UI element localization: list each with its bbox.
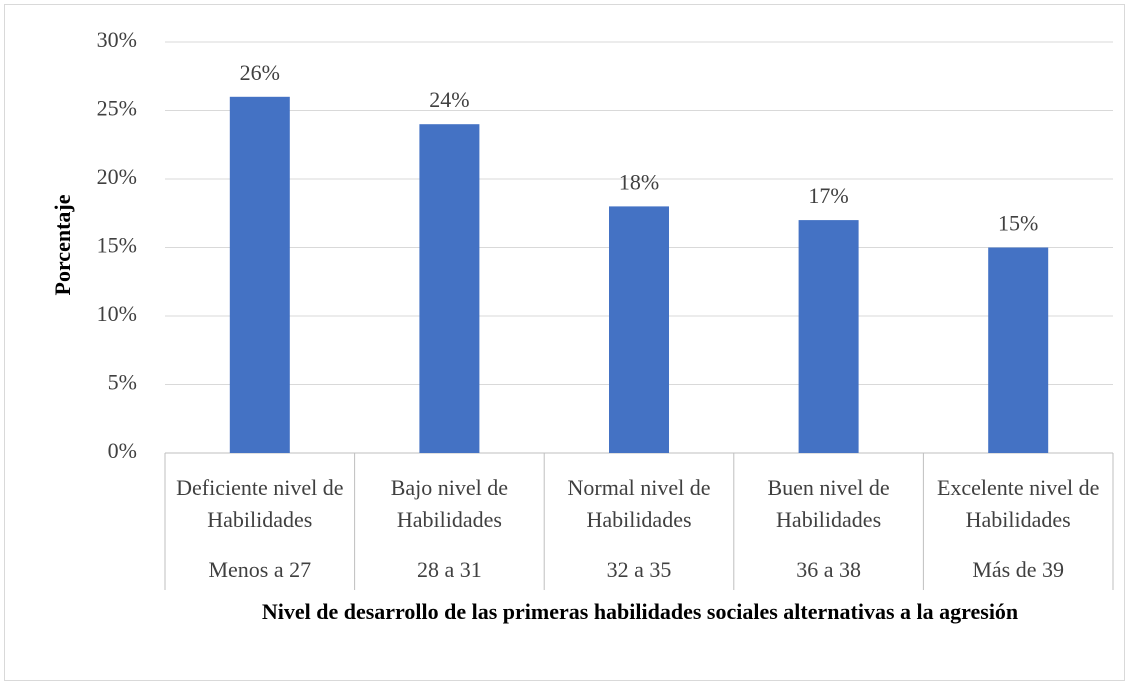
bar — [609, 206, 669, 453]
x-sub-tick-label: 32 a 35 — [606, 557, 672, 582]
bar — [229, 96, 290, 454]
y-tick-label: 10% — [97, 301, 137, 326]
x-sub-tick-label: Más de 39 — [972, 557, 1065, 582]
x-tick-label: Deficiente nivel de Habilidades — [176, 475, 344, 532]
x-axis-title: Nivel de desarrollo de las primeras habi… — [261, 599, 1019, 624]
bar — [419, 124, 480, 453]
y-tick-label: 0% — [108, 438, 137, 463]
data-label: 15% — [998, 211, 1038, 236]
x-tick-label: Buen nivel de Habilidades — [767, 475, 890, 532]
x-tick-label: Excelente nivel de Habilidades — [936, 475, 1100, 532]
y-tick-label: 5% — [108, 370, 137, 395]
y-tick-label: 30% — [97, 27, 137, 52]
chart-border — [4, 4, 1125, 681]
x-sub-tick-label: 28 a 31 — [417, 557, 482, 582]
x-sub-tick-label: Menos a 27 — [208, 557, 312, 582]
y-tick-label: 25% — [97, 96, 137, 121]
x-tick-label: Bajo nivel de Habilidades — [390, 475, 509, 532]
x-sub-tick-label: 36 a 38 — [796, 557, 861, 582]
data-label: 26% — [240, 60, 280, 85]
bar — [798, 220, 859, 453]
data-label: 24% — [429, 87, 469, 112]
x-tick-label: Normal nivel de Habilidades — [567, 475, 711, 532]
y-tick-label: 20% — [97, 164, 137, 189]
data-label: 17% — [808, 183, 848, 208]
y-axis-title: Porcentaje — [50, 194, 75, 295]
y-tick-label: 15% — [97, 233, 137, 258]
data-label: 18% — [619, 169, 659, 194]
bar — [988, 247, 1049, 453]
